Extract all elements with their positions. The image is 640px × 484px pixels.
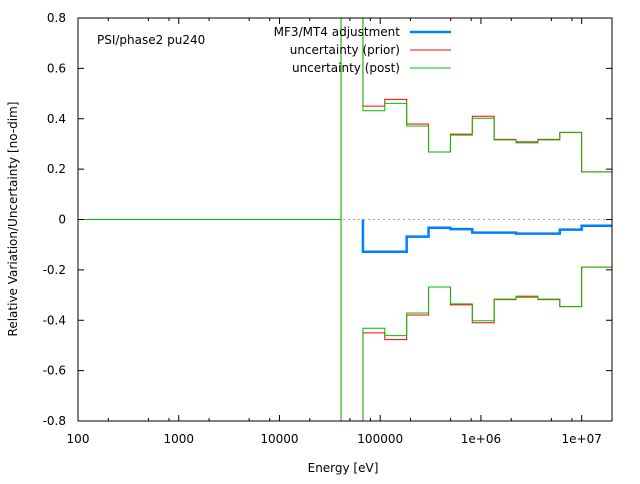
y-tick-label: 0.2 xyxy=(47,162,66,176)
chart-title: PSI/phase2 pu240 xyxy=(97,33,205,47)
y-tick-label: -0.2 xyxy=(43,263,66,277)
legend-label: MF3/MT4 adjustment xyxy=(274,25,401,39)
y-axis-label: Relative Variation/Uncertainty [no-dim] xyxy=(6,102,20,337)
x-tick-label: 100 xyxy=(67,432,90,446)
y-tick-label: 0 xyxy=(58,213,66,227)
y-tick-label: 0.4 xyxy=(47,112,66,126)
legend: MF3/MT4 adjustment uncertainty (prior) unc… xyxy=(274,25,451,75)
series-mf3-mt4-adjustment xyxy=(361,219,612,253)
series-uncertainty-post-lower xyxy=(78,219,612,422)
series-uncertainty-prior-lower xyxy=(78,219,612,422)
series-uncertainty-prior-upper xyxy=(78,17,612,220)
series-uncertainty-post-upper xyxy=(78,17,612,220)
y-tick-label: -0.4 xyxy=(43,313,66,327)
x-axis-label: Energy [eV] xyxy=(308,461,379,475)
y-tick-label: 0.6 xyxy=(47,61,66,75)
x-tick-label: 1000 xyxy=(163,432,194,446)
y-tick-label: 0.8 xyxy=(47,11,66,25)
y-tick-label: -0.8 xyxy=(43,414,66,428)
x-tick-label: 1e+07 xyxy=(562,432,602,446)
x-tick-label: 100000 xyxy=(357,432,403,446)
legend-label: uncertainty (prior) xyxy=(290,43,400,57)
x-tick-label: 10000 xyxy=(260,432,298,446)
x-tick-label: 1e+06 xyxy=(461,432,501,446)
y-tick-label: -0.6 xyxy=(43,364,66,378)
legend-label: uncertainty (post) xyxy=(292,61,400,75)
